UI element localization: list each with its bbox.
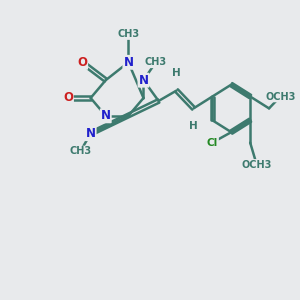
Text: N: N bbox=[139, 74, 148, 87]
Text: N: N bbox=[123, 56, 134, 69]
Text: CH3: CH3 bbox=[117, 29, 140, 39]
Text: N: N bbox=[101, 109, 111, 122]
Text: CH3: CH3 bbox=[69, 146, 91, 157]
Text: OCH3: OCH3 bbox=[242, 160, 272, 170]
Text: H: H bbox=[172, 68, 181, 78]
Text: N: N bbox=[85, 127, 96, 140]
Text: O: O bbox=[63, 92, 73, 104]
Text: O: O bbox=[77, 56, 87, 69]
Text: H: H bbox=[189, 121, 198, 131]
Text: Cl: Cl bbox=[207, 138, 218, 148]
Text: OCH3: OCH3 bbox=[265, 92, 296, 101]
Text: CH3: CH3 bbox=[145, 57, 167, 67]
